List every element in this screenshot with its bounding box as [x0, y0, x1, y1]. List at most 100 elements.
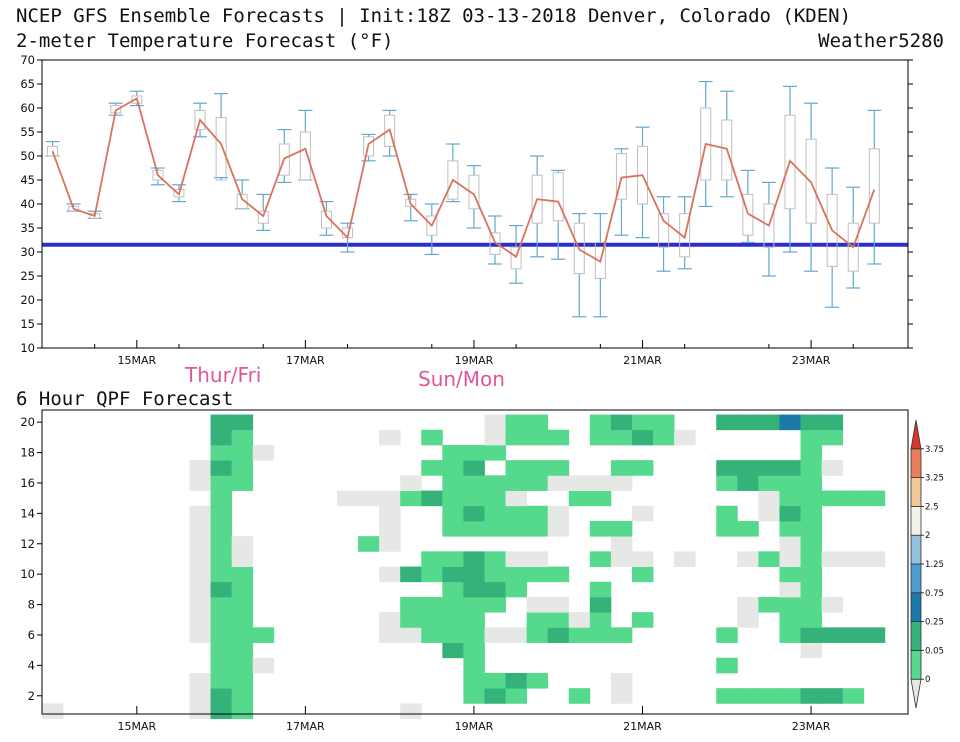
qpf-cell [526, 612, 549, 628]
colorbar-label: 1.25 [925, 560, 944, 570]
qpf-cell [779, 551, 801, 567]
qpf-cell [505, 672, 528, 689]
qpf-cell [526, 596, 549, 613]
colorbar-segment [910, 678, 922, 709]
colorbar-segment [910, 448, 922, 478]
qpf-cell [800, 520, 823, 537]
qpf-cell [484, 688, 506, 704]
qpf-cell [421, 627, 443, 643]
qpf-cell [358, 536, 380, 552]
qpf-cell [758, 460, 780, 476]
qpf-cell [189, 520, 211, 537]
qpf-cell [779, 520, 801, 537]
qpf-cell [737, 612, 759, 628]
qpf-cell [484, 627, 506, 643]
box-member [150, 167, 165, 186]
qpf-cell [42, 703, 64, 719]
qpf-cell [821, 688, 844, 704]
x-tick-label: 23MAR [792, 354, 831, 367]
qpf-cell [758, 688, 780, 704]
qpf-cell [779, 414, 801, 431]
qpf-cell [505, 414, 528, 431]
y-tick-label: 6 [28, 628, 35, 642]
qpf-cell [821, 596, 844, 613]
qpf-cell [189, 672, 211, 689]
qpf-cell [505, 581, 528, 598]
interquartile-box [573, 222, 585, 275]
qpf-cell [758, 505, 780, 522]
interquartile-box [679, 213, 691, 258]
qpf-cell [189, 703, 211, 719]
brand-label: Weather5280 [818, 30, 944, 52]
qpf-cell [231, 657, 254, 674]
qpf-cell [842, 490, 865, 507]
ensemble-mean-line [51, 97, 876, 263]
qpf-cell [779, 688, 801, 704]
box-member [445, 143, 460, 203]
qpf-cell [610, 627, 633, 643]
qpf-cell [821, 414, 844, 431]
colorbar-segment [910, 505, 922, 536]
box-member [825, 167, 840, 308]
interquartile-box [868, 148, 880, 224]
interquartile-box [236, 193, 248, 210]
interquartile-box [299, 131, 311, 181]
y-tick-label: 12 [20, 537, 35, 551]
qpf-cell [547, 566, 570, 583]
qpf-cell [442, 460, 464, 476]
qpf-cell [547, 596, 570, 613]
qpf-cell [463, 460, 485, 476]
box-member [129, 90, 144, 107]
qpf-cell [231, 460, 254, 476]
qpf-cell [210, 566, 233, 583]
box-member [488, 215, 503, 265]
interquartile-box [784, 114, 796, 210]
qpf-cell [716, 627, 738, 643]
qpf-cell [231, 429, 254, 446]
qpf-cell [505, 688, 528, 704]
qpf-cell [189, 688, 211, 704]
box-member [656, 196, 671, 272]
qpf-cell [631, 505, 654, 522]
qpf-cell [779, 505, 801, 522]
y-tick-label: 8 [28, 598, 35, 612]
box-member [45, 141, 60, 157]
qpf-cell [484, 490, 506, 507]
box-member [635, 126, 650, 239]
qpf-cell [547, 475, 570, 491]
x-tick-label: 19MAR [455, 354, 494, 367]
qpf-cell [463, 581, 485, 598]
y-tick-label: 45 [20, 173, 35, 187]
qpf-cell [379, 566, 401, 583]
qpf-cell [231, 566, 254, 583]
qpf-cell [189, 460, 211, 476]
interquartile-box [405, 198, 417, 207]
qpf-cell [442, 581, 464, 598]
qpf-cell [400, 490, 422, 507]
qpf-cell [610, 672, 633, 689]
annotation-thur-fri: Thur/Fri [184, 363, 261, 387]
qpf-cell [589, 551, 612, 567]
qpf-cell [463, 475, 485, 491]
interquartile-box [426, 215, 438, 236]
qpf-cell [442, 642, 464, 659]
interquartile-box [363, 136, 375, 157]
qpf-cell [631, 460, 654, 476]
qpf-cell [758, 475, 780, 491]
qpf-cell [800, 505, 823, 522]
qpf-chart-title: 6 Hour QPF Forecast [16, 388, 233, 410]
qpf-cell [610, 475, 633, 491]
qpf-cell [505, 429, 528, 446]
interquartile-box [763, 203, 775, 248]
qpf-cell [800, 566, 823, 583]
interquartile-box [47, 145, 59, 157]
qpf-cell [442, 475, 464, 491]
interquartile-box [152, 169, 164, 181]
y-tick-label: 14 [20, 506, 35, 520]
qpf-cell [210, 688, 233, 704]
qpf-cell [189, 612, 211, 628]
temperature-box-chart: 10 15 20 25 30 35 40 45 50 55 60 65 70 15MAR 17MAR 19MA… [20, 53, 913, 367]
box-member [761, 181, 776, 277]
annotation-sun-mon: Sun/Mon [418, 367, 505, 391]
qpf-cell [547, 627, 570, 643]
